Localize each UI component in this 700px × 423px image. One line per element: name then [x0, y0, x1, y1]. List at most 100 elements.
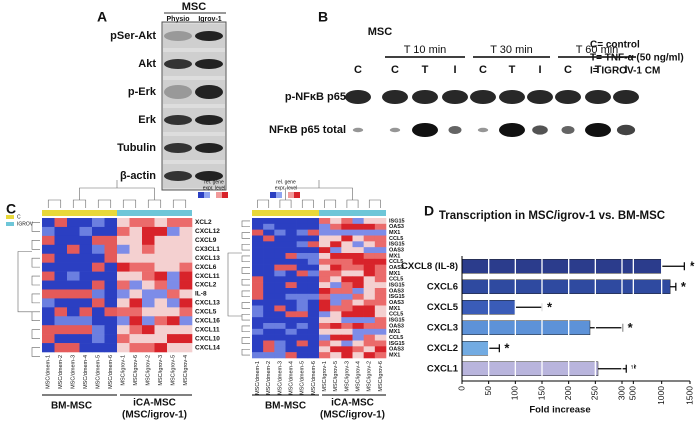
heatmap-cell: [167, 218, 180, 228]
heatmap-cell: [296, 346, 309, 353]
heatmap-cell: [42, 262, 55, 272]
heatmap-cell: [330, 317, 342, 324]
gene-label: CCL5: [389, 236, 403, 242]
heatmap-cell: [274, 276, 286, 283]
heatmap-cell: [54, 262, 68, 272]
heatmap-cell: [54, 226, 68, 237]
heatmap-cell: [363, 305, 376, 312]
heatmap-cell: [296, 253, 309, 260]
band: [477, 127, 489, 133]
row-label: NFκB p65 total: [269, 124, 346, 136]
heatmap-cell: [104, 307, 118, 317]
heatmap-cell: [341, 247, 353, 254]
heatmap-cell: [92, 271, 105, 281]
group-label: T 30 min: [490, 44, 533, 56]
heatmap-cell: [274, 258, 286, 265]
heatmap-cell: [54, 280, 68, 290]
heatmap-cell: [54, 235, 68, 246]
heatmap-cell: [374, 270, 387, 277]
gene-label: ISG15: [389, 341, 405, 347]
heatmap-cell: [263, 317, 275, 324]
heatmap-cell: [179, 343, 193, 353]
band: [527, 90, 553, 104]
heatmap-cell: [252, 253, 264, 260]
heatmap-cell: [42, 334, 55, 344]
band: [352, 127, 364, 133]
gene-label: ISG15: [389, 294, 405, 300]
heatmap-cell: [117, 325, 130, 335]
category-label: CXCL3: [427, 322, 458, 333]
heatmap-cell: [252, 311, 264, 318]
heatmap-cell: [341, 223, 353, 230]
heatmap-cell: [352, 270, 364, 277]
category-label: CXCL1: [427, 363, 459, 374]
key-text: C= control: [590, 40, 640, 51]
lane-label: I: [624, 64, 627, 76]
heatmap-cell: [330, 328, 342, 335]
heatmap-cell: [319, 334, 331, 341]
heatmap-cell: [307, 264, 320, 271]
scale-swatch: [276, 192, 282, 198]
panel-label: C: [6, 201, 16, 217]
row-label: pSer-Akt: [110, 30, 156, 42]
heatmap-cell: [374, 258, 387, 265]
heatmap-cell: [296, 218, 309, 225]
legend-label: IGROV: [17, 221, 34, 227]
heatmap-cell: [363, 229, 376, 236]
heatmap-cell: [104, 289, 118, 299]
heatmap-cell: [104, 218, 118, 228]
heatmap-cell: [285, 328, 297, 335]
bar: [461, 361, 599, 376]
heatmap-cell: [374, 276, 387, 283]
heatmap-cell: [296, 352, 309, 359]
heatmap-cell: [341, 253, 353, 260]
heatmap-cell: [330, 340, 342, 347]
sample-label: MSC/igrov-5: [171, 355, 177, 386]
band: [195, 59, 223, 69]
blot-frame: [161, 21, 227, 191]
heatmap-cell: [296, 323, 309, 330]
heatmap-cell: [154, 253, 168, 263]
group-label: BM-MSC: [51, 401, 92, 412]
heatmap-cell: [252, 276, 264, 283]
legend-title: rel. gene: [276, 179, 296, 185]
heatmap-cell: [285, 305, 297, 312]
heatmap-cell: [307, 218, 320, 225]
group-label: iCA-MSC: [133, 398, 176, 409]
dendrogram: [241, 325, 250, 333]
heatmap-cell: [319, 323, 331, 330]
heatmap-cell: [252, 323, 264, 330]
heatmap-cell: [67, 325, 80, 335]
heatmap-cell: [363, 328, 376, 335]
heatmap-cell: [54, 271, 68, 281]
heatmap-cell: [296, 235, 309, 242]
heatmap-cell: [307, 282, 320, 289]
heatmap-cell: [142, 307, 155, 317]
heatmap-cell: [117, 218, 130, 228]
heatmap-cell: [92, 226, 105, 237]
heatmap-cell: [285, 258, 297, 265]
heatmap-cell: [296, 340, 309, 347]
dendrogram: [324, 199, 337, 208]
gene-label: CXCL9: [195, 237, 217, 244]
gene-label: CXCL14: [195, 344, 220, 351]
heatmap-cell: [319, 253, 331, 260]
group-bar: [117, 210, 192, 216]
dendrogram: [227, 252, 242, 317]
heatmap-cell: [263, 241, 275, 248]
header: MSC: [368, 26, 393, 38]
scale-swatch: [222, 192, 228, 198]
heatmap-cell: [296, 328, 309, 335]
heatmap-cell: [142, 235, 155, 246]
x-tick-label: 0: [456, 386, 466, 391]
sample-label: MSC/igrov-6: [378, 361, 384, 392]
heatmap-cell: [274, 235, 286, 242]
panel-label: A: [97, 9, 107, 25]
heatmap-cell: [252, 241, 264, 248]
heatmap-cell: [42, 271, 55, 281]
heatmap-cell: [263, 229, 275, 236]
heatmap-cell: [167, 280, 180, 290]
heatmap-cell: [285, 311, 297, 318]
x-tick-label: 1000: [656, 386, 666, 405]
band: [585, 123, 611, 137]
